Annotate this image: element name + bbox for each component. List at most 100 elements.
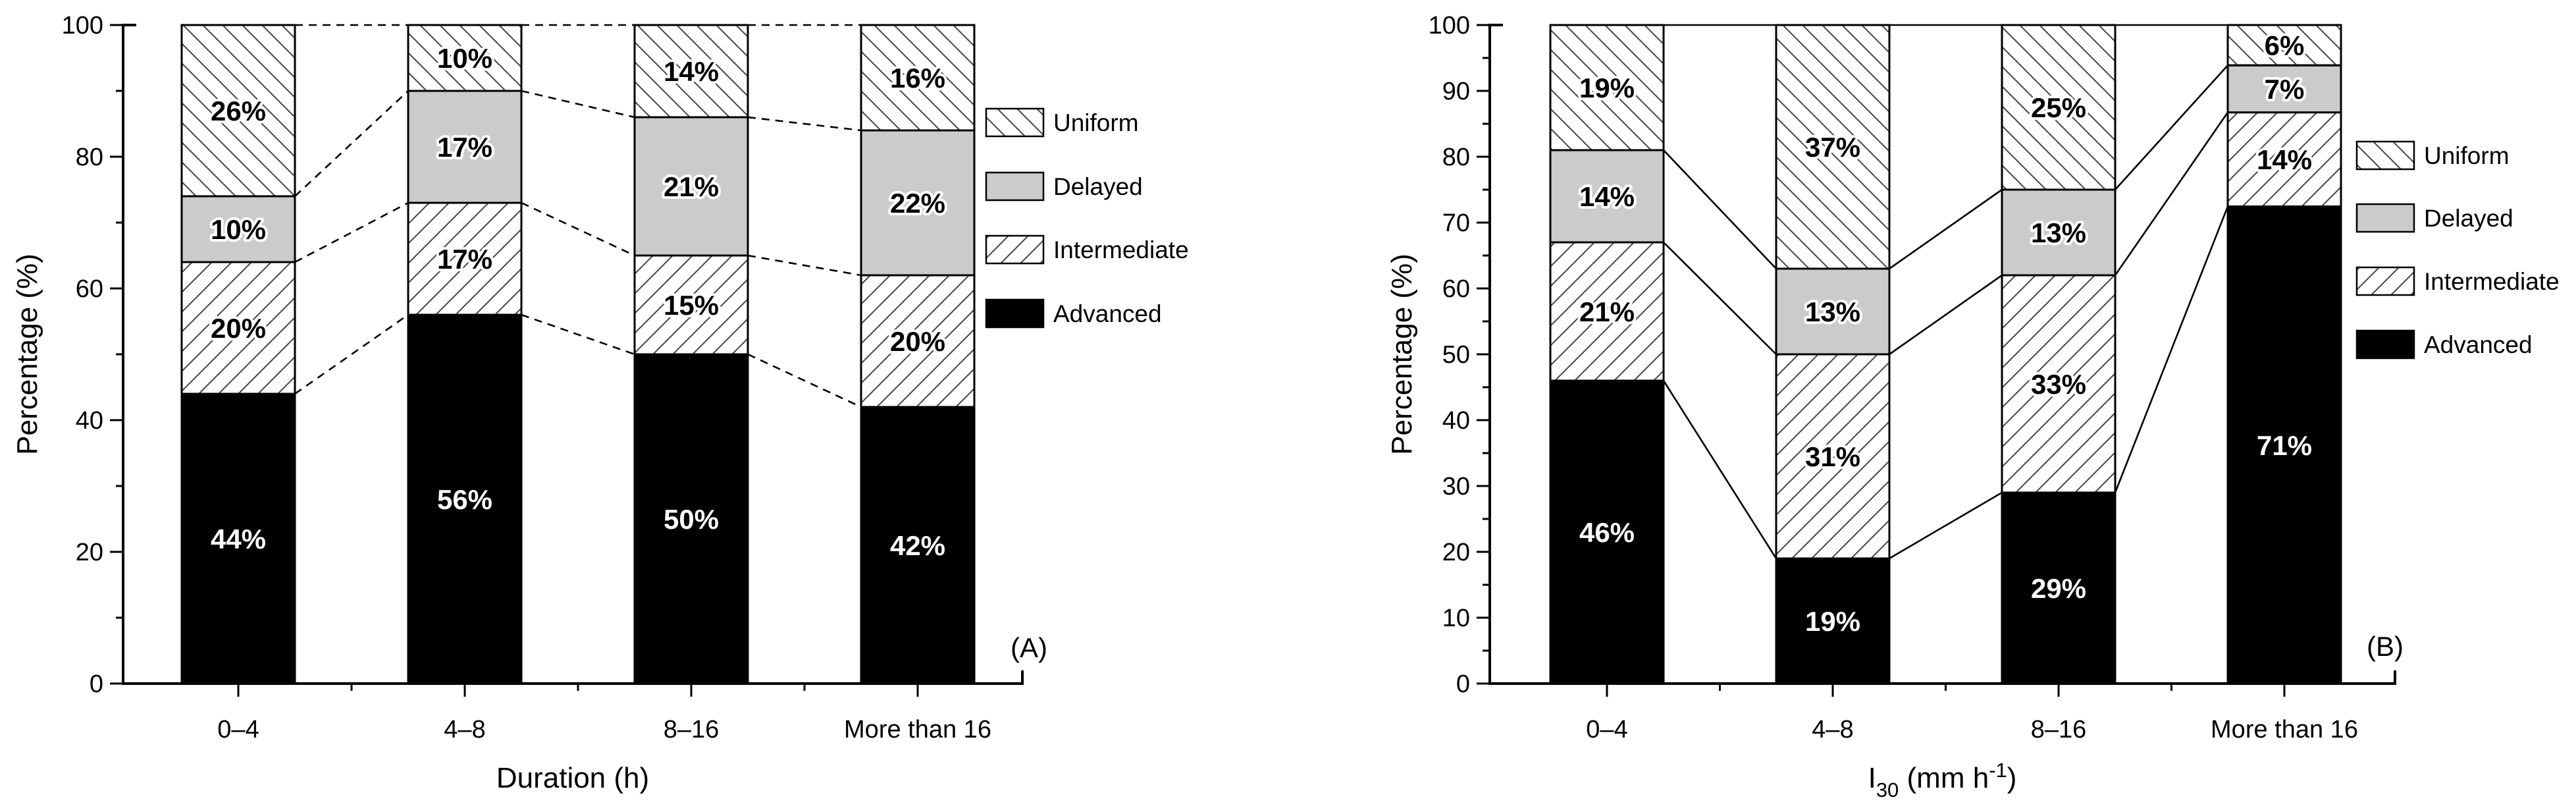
- panel-label: (B): [2367, 631, 2404, 662]
- y-tick-label: 60: [1442, 275, 1470, 303]
- segment-label: 10%: [211, 214, 266, 245]
- bar-segment-uniform: [2226, 24, 2342, 67]
- legend-item-uniform: Uniform: [985, 107, 1139, 138]
- bar-segment-uniform: [860, 24, 976, 132]
- segment-label: 37%: [1805, 132, 1860, 163]
- legend-swatch-intermediate: [985, 234, 1045, 265]
- connector-line: [747, 254, 862, 277]
- legend-swatch-uniform: [2355, 140, 2415, 171]
- bar-segment-delayed: [2001, 188, 2116, 277]
- bar-segment-delayed: [1549, 149, 1665, 244]
- y-tick-label: 60: [76, 275, 103, 303]
- bar-segment-intermediate: [633, 254, 749, 356]
- x-tick-label: 4–8: [444, 716, 485, 743]
- legend-item-advanced: Advanced: [2355, 329, 2533, 360]
- legend-label: Delayed: [1053, 173, 1143, 200]
- legend-swatch-intermediate: [2355, 266, 2415, 296]
- legend-swatch-advanced: [2355, 329, 2415, 360]
- segment-label: 14%: [2257, 144, 2312, 175]
- segment-label: 21%: [664, 171, 719, 202]
- x-tick-label: 4–8: [1812, 716, 1853, 743]
- panel-label: (A): [1011, 632, 1047, 663]
- bar-segment-uniform: [1775, 24, 1891, 270]
- connector-line: [294, 90, 409, 197]
- connector-line: [521, 202, 635, 257]
- bar-segment-uniform: [180, 24, 296, 198]
- segment-label: 44%: [211, 524, 266, 554]
- x-axis-title: I30 (mm h-1): [1868, 759, 2017, 801]
- bar-segment-delayed: [860, 129, 976, 277]
- y-axis-title: Percentage (%): [11, 254, 43, 455]
- y-tick-label: 100: [62, 12, 103, 40]
- legend-label: Uniform: [1053, 109, 1139, 136]
- segment-label: 29%: [2031, 573, 2086, 604]
- segment-label: 22%: [890, 188, 945, 219]
- segment-label: 20%: [890, 326, 945, 357]
- bar-segment-advanced: [407, 313, 523, 685]
- x-tick-label: 0–4: [1586, 716, 1627, 743]
- connector-line: [2114, 111, 2229, 276]
- bar-segment-advanced: [1775, 557, 1891, 685]
- segment-label: 13%: [2031, 217, 2086, 248]
- segment-label: 14%: [664, 56, 719, 87]
- segment-label: 14%: [1579, 181, 1635, 212]
- y-tick-label: 20: [76, 539, 103, 566]
- segment-label: 6%: [2265, 30, 2305, 61]
- segment-label: 50%: [664, 504, 719, 535]
- connector-line: [747, 353, 862, 408]
- legend-label: Intermediate: [1053, 236, 1189, 263]
- connector-line: [2115, 65, 2228, 190]
- y-tick-label: 40: [1442, 407, 1470, 435]
- y-tick-label: 10: [1442, 605, 1470, 632]
- legend-swatch-delayed: [985, 171, 1045, 202]
- legend-label: Advanced: [1053, 300, 1162, 327]
- connector-line: [747, 116, 862, 132]
- legend-swatch-uniform: [985, 107, 1045, 138]
- legend-item-advanced: Advanced: [985, 298, 1162, 329]
- segment-label: 17%: [437, 132, 492, 163]
- bar-segment-uniform: [2001, 24, 2116, 191]
- connector-line: [1889, 274, 2003, 356]
- segment-label: 10%: [437, 43, 492, 74]
- x-tick-label: More than 16: [2211, 716, 2358, 743]
- legend-label: Uniform: [2424, 142, 2510, 169]
- panel-b: 0 10 20 30 40 50 60 70 80 90 100 0–4 4–8 8–16 More tha…: [1386, 12, 2560, 801]
- y-tick-label: 90: [1442, 78, 1470, 105]
- segment-label: 7%: [2265, 74, 2305, 105]
- connector-line: [1663, 149, 1777, 269]
- bar-segment-advanced: [633, 353, 749, 685]
- segment-label: 13%: [1805, 296, 1860, 327]
- legend: Uniform Delayed Intermediate Advanced: [2355, 140, 2560, 360]
- bar-segment-uniform: [1549, 24, 1665, 151]
- x-tick-label: 0–4: [217, 716, 259, 743]
- bar-segment-intermediate: [1549, 241, 1665, 382]
- segment-label: 56%: [437, 484, 492, 515]
- y-tick-label: 50: [1442, 341, 1470, 369]
- connector-line: [294, 202, 409, 263]
- y-tick-label: 30: [1442, 473, 1470, 500]
- connector-line: [1662, 380, 1777, 559]
- segment-label: 19%: [1579, 72, 1635, 103]
- segment-label: 71%: [2257, 430, 2312, 461]
- x-tick-label: 8–16: [2031, 716, 2087, 743]
- bar-segment-intermediate: [180, 261, 296, 395]
- y-tick-label: 0: [90, 670, 103, 698]
- connector-line: [2114, 206, 2229, 493]
- legend-item-intermediate: Intermediate: [985, 234, 1189, 265]
- segment-label: 15%: [664, 290, 719, 321]
- legend-item-delayed: Delayed: [2355, 203, 2513, 233]
- segment-label: 26%: [211, 95, 266, 126]
- segment-label: 20%: [211, 313, 266, 344]
- legend-label: Delayed: [2424, 205, 2513, 232]
- legend: Uniform Delayed Intermediate Advanced: [985, 107, 1189, 329]
- segment-label: 21%: [1579, 296, 1635, 327]
- x-tick-label: More than 16: [844, 716, 991, 743]
- bar-segment-delayed: [2226, 64, 2342, 114]
- x-tick-label: 8–16: [664, 716, 720, 743]
- legend-swatch-delayed: [2355, 203, 2415, 233]
- segment-label: 42%: [890, 530, 945, 561]
- legend-swatch-advanced: [985, 298, 1045, 329]
- y-tick-label: 70: [1442, 209, 1470, 237]
- bar-segment-uniform: [407, 24, 523, 92]
